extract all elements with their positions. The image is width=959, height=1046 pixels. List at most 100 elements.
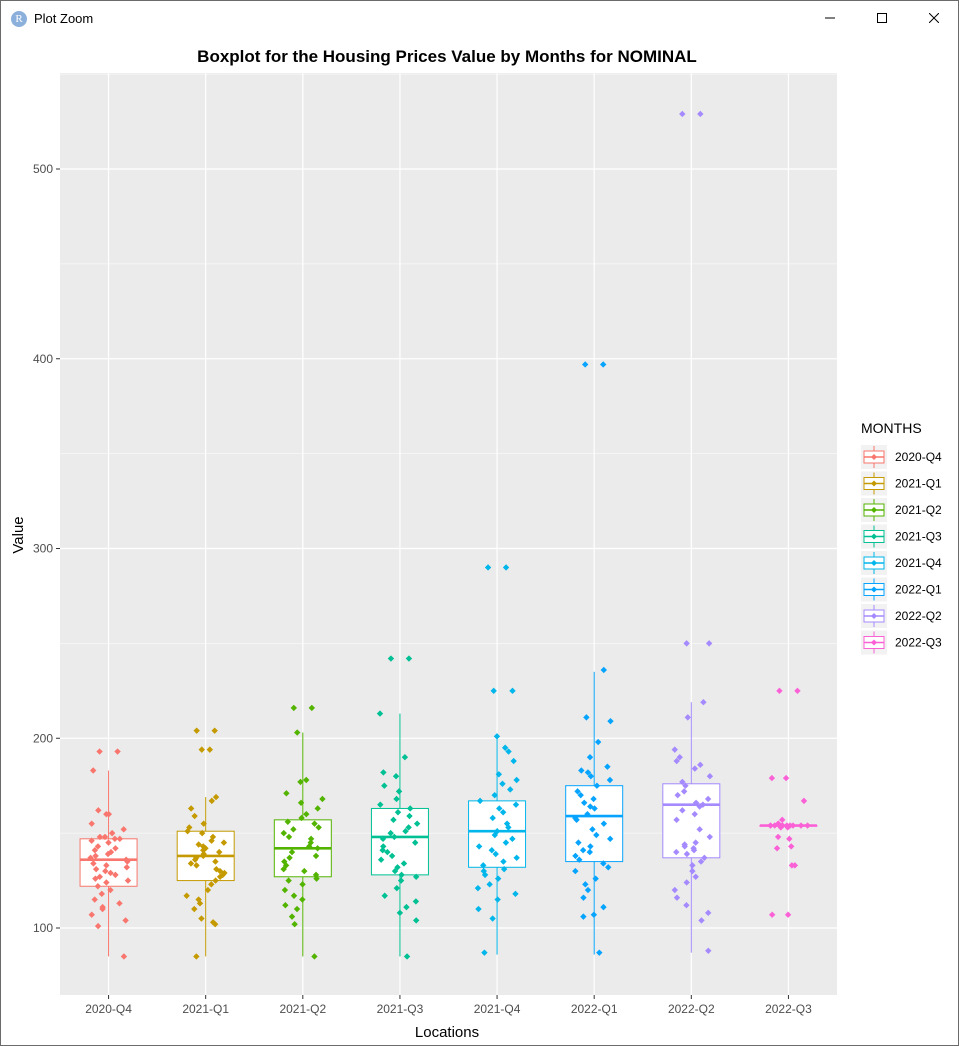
data-point (499, 780, 506, 787)
legend-key-point (871, 480, 877, 487)
title-bar[interactable]: R Plot Zoom (1, 1, 958, 37)
data-point (768, 774, 776, 782)
data-point (183, 892, 190, 899)
data-point (480, 867, 488, 875)
data-point (294, 729, 301, 736)
data-point (502, 839, 510, 846)
data-point (600, 820, 608, 827)
data-point (509, 687, 516, 695)
data-point (195, 896, 202, 903)
data-point (489, 915, 496, 922)
data-point (216, 873, 224, 880)
data-point (209, 833, 217, 841)
data-point (387, 655, 395, 662)
data-point (492, 850, 499, 858)
data-point (380, 769, 387, 776)
data-point (671, 746, 678, 753)
x-tick-label: 2020-Q4 (85, 1002, 132, 1016)
data-point (700, 698, 707, 706)
data-point (193, 727, 200, 734)
data-point (679, 807, 686, 814)
data-point (475, 905, 482, 913)
y-tick-label: 200 (33, 731, 53, 745)
y-tick-label: 300 (33, 542, 53, 556)
data-point (112, 871, 119, 879)
data-point (283, 790, 290, 797)
chart-title: Boxplot for the Housing Prices Value by … (197, 47, 697, 66)
close-button[interactable] (911, 1, 957, 35)
data-point (411, 839, 419, 846)
data-point (587, 773, 595, 780)
data-point (216, 848, 223, 856)
data-point (282, 862, 290, 869)
data-point (683, 640, 690, 647)
box-body (662, 783, 721, 859)
data-point (797, 822, 805, 829)
data-point (198, 829, 206, 837)
legend-label: 2022-Q3 (895, 636, 942, 650)
data-point (202, 845, 209, 852)
data-point (580, 894, 587, 901)
data-point (313, 875, 320, 882)
legend-item-2022-Q2: 2022-Q2 (861, 604, 942, 628)
y-axis-label: Value (10, 516, 27, 553)
data-point (584, 886, 592, 894)
data-point (474, 884, 482, 892)
data-point (794, 687, 801, 695)
data-point (88, 837, 95, 844)
data-point (284, 818, 292, 825)
data-point (282, 902, 289, 909)
minimize-icon (825, 17, 835, 19)
data-point (779, 816, 786, 824)
legend-label: 2021-Q1 (895, 477, 942, 491)
data-point (402, 828, 409, 835)
legend-item-2021-Q4: 2021-Q4 (861, 551, 942, 575)
data-point (406, 812, 413, 820)
data-point (579, 847, 587, 854)
data-point (112, 845, 119, 852)
data-point (593, 782, 601, 789)
data-point (691, 765, 699, 772)
minimize-button[interactable] (807, 1, 853, 35)
data-point (673, 757, 680, 765)
data-point (699, 801, 707, 808)
data-point (390, 816, 397, 824)
data-point (604, 763, 611, 770)
legend-key-point (871, 639, 877, 646)
data-point (314, 805, 321, 812)
points-layer (87, 110, 811, 960)
data-point (191, 812, 198, 820)
data-point (91, 896, 98, 903)
data-point (593, 831, 600, 839)
data-point (208, 881, 215, 888)
legend-key-point (871, 613, 877, 619)
data-point (396, 909, 404, 917)
legend: 2020-Q4 2021-Q1 2021-Q2 2021-Q3 2021-Q4 2022-… (861, 445, 942, 655)
data-point (505, 748, 512, 755)
legend-key-point (871, 560, 877, 566)
data-point (505, 824, 512, 831)
data-point (509, 835, 516, 843)
data-point (774, 820, 782, 827)
data-point (315, 824, 322, 831)
data-point (380, 843, 387, 850)
data-point (701, 854, 708, 861)
data-point (705, 909, 712, 917)
data-point (500, 865, 508, 873)
data-point (573, 816, 580, 824)
data-point (88, 911, 95, 918)
data-point (306, 843, 313, 850)
data-point (572, 814, 579, 822)
maximize-button[interactable] (859, 1, 905, 35)
data-point (494, 875, 502, 882)
x-tick-label: 2022-Q3 (765, 1002, 812, 1016)
data-point (107, 886, 114, 894)
box-body (370, 807, 429, 876)
data-point (503, 820, 511, 827)
data-point (804, 822, 811, 829)
data-point (87, 854, 94, 861)
data-point (705, 947, 712, 954)
data-point (782, 774, 790, 782)
data-point (187, 860, 195, 867)
data-point (692, 873, 699, 880)
